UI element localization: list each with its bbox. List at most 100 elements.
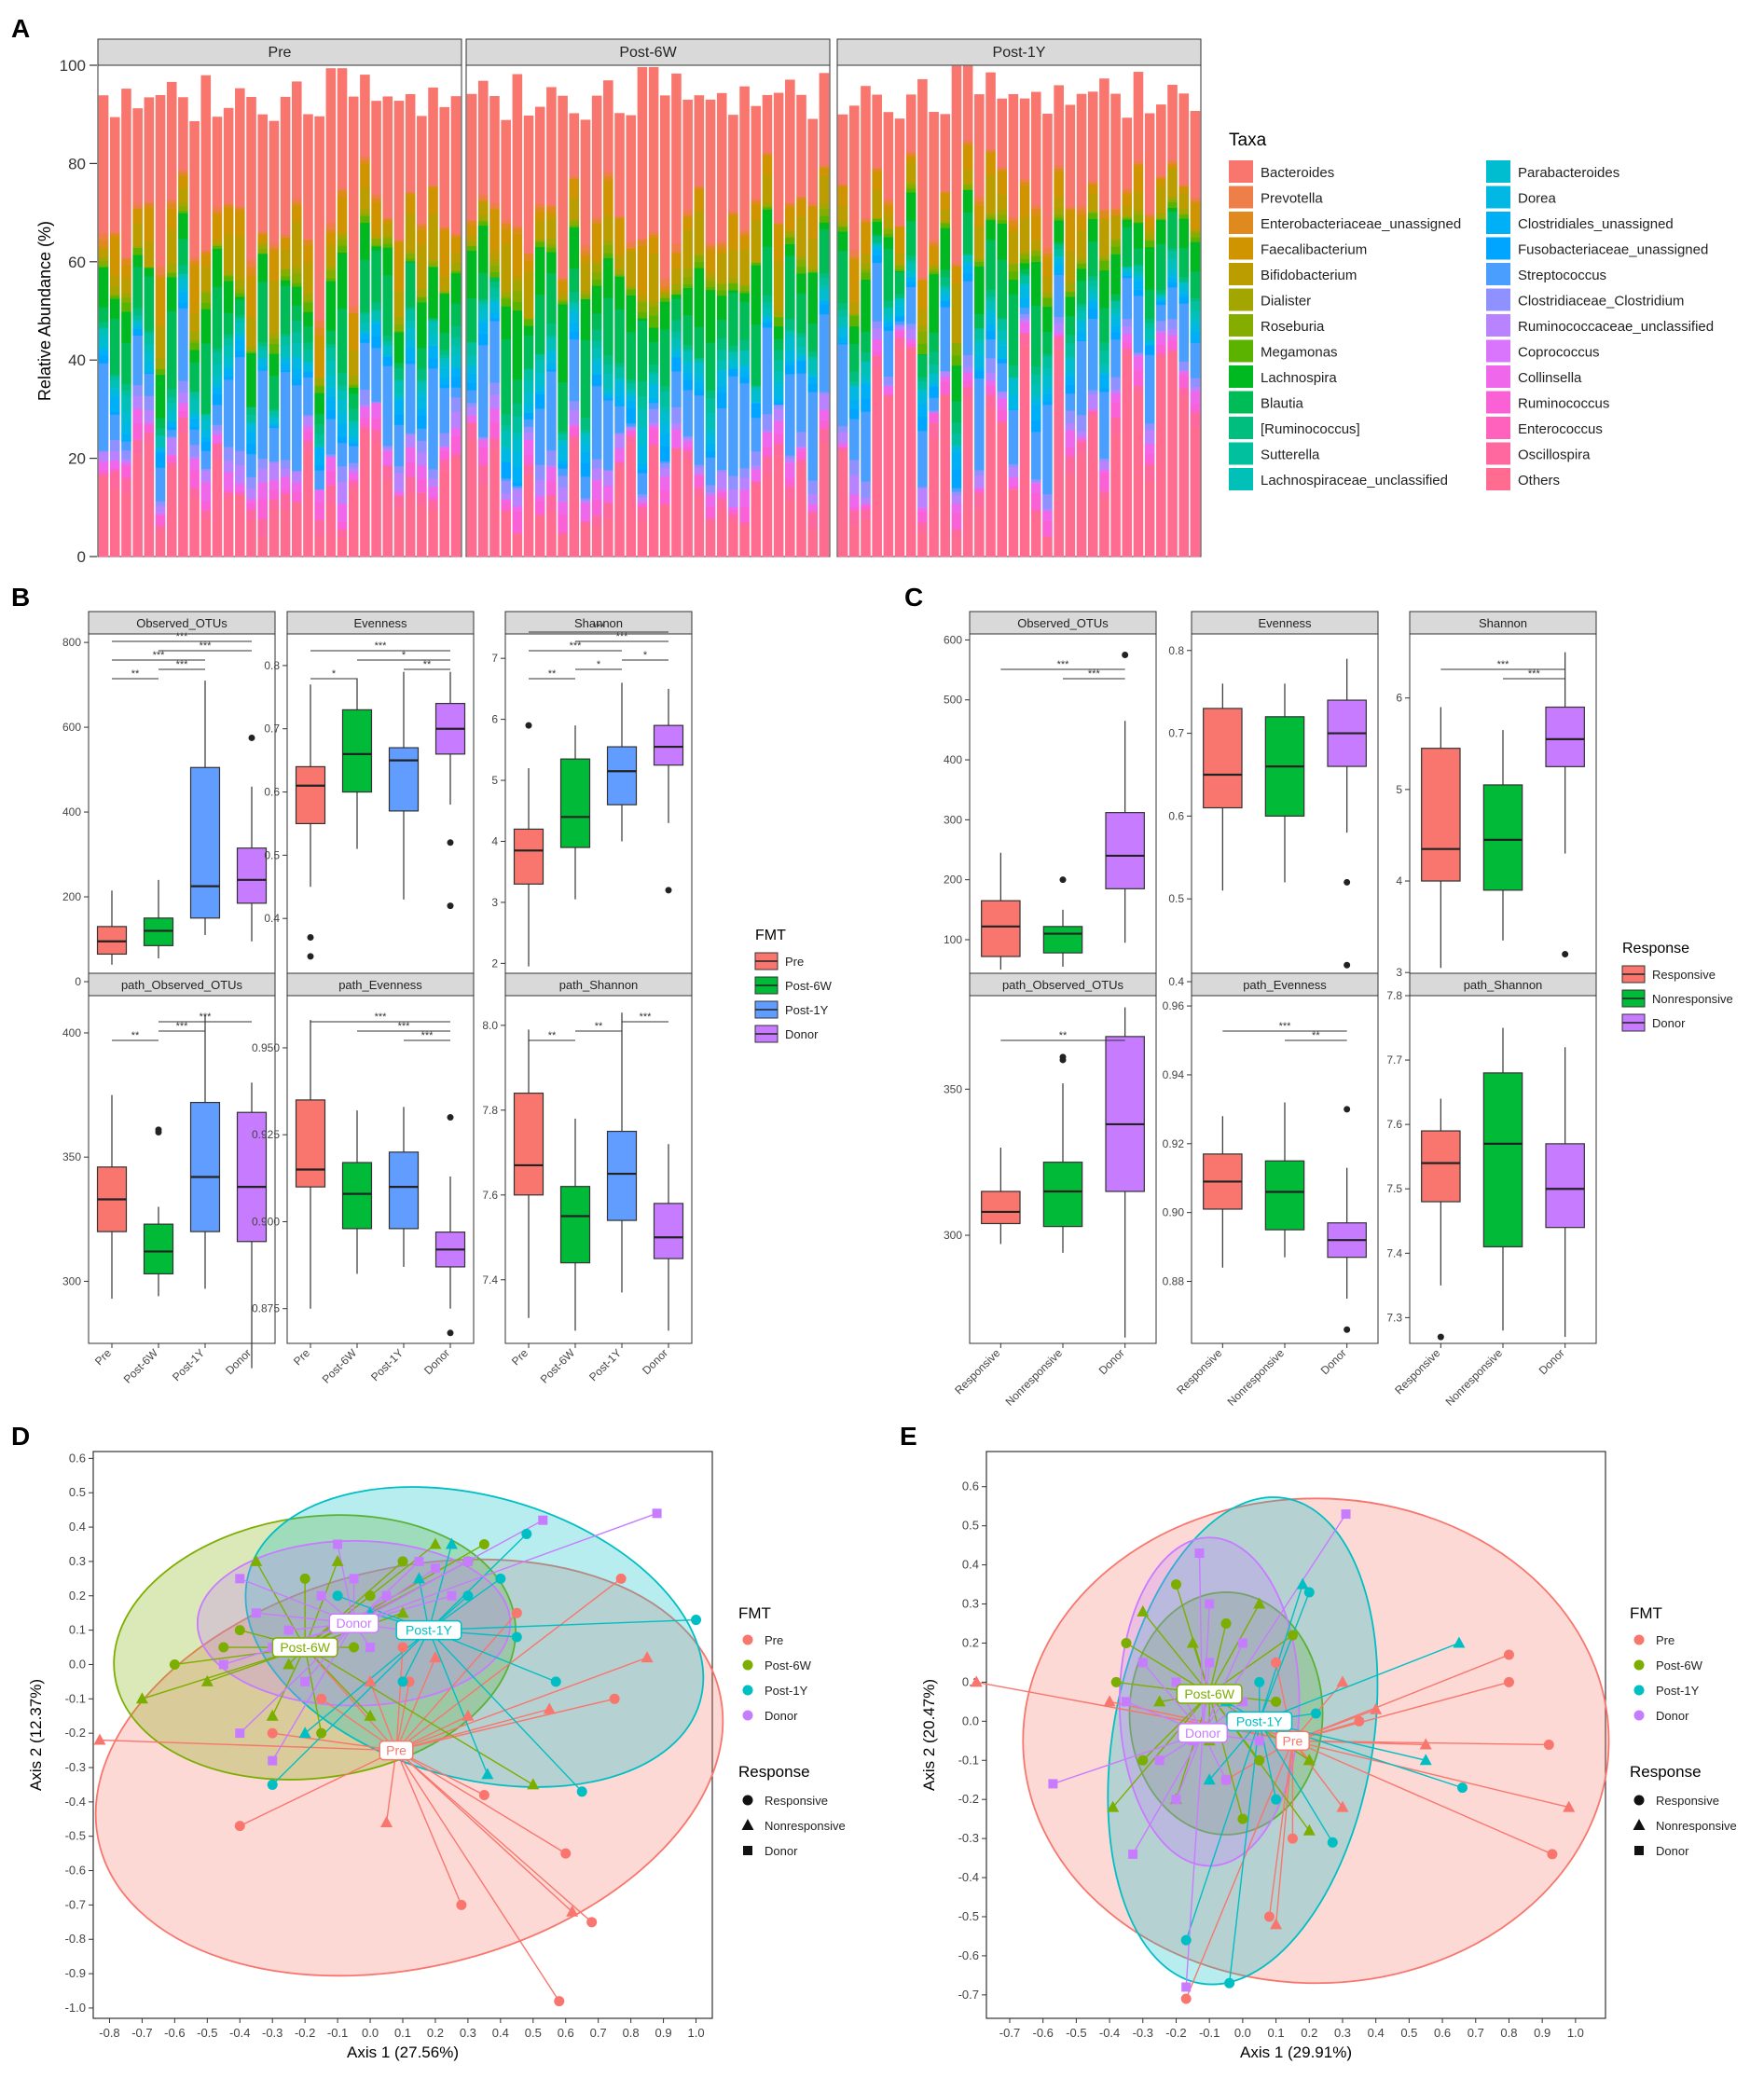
bar-segment (348, 472, 359, 480)
bar-segment (189, 257, 200, 261)
bar-segment (1065, 282, 1076, 292)
bar-segment (785, 318, 795, 331)
bar-segment (1178, 213, 1190, 219)
bar-segment (235, 207, 245, 212)
spider-line (369, 1681, 397, 1751)
bar-segment (682, 345, 693, 351)
bar (257, 114, 269, 557)
bar (1065, 104, 1076, 557)
bar-segment (1042, 520, 1053, 537)
bar-segment (1178, 371, 1190, 377)
bar-segment (785, 331, 795, 338)
bar-segment (360, 187, 370, 210)
bar-segment (466, 341, 477, 343)
bar-segment (637, 245, 648, 296)
panel-label-A: A (11, 14, 30, 43)
bar-segment (200, 450, 212, 470)
bar-segment (716, 92, 727, 242)
bar (1087, 91, 1098, 557)
bar (962, 65, 973, 557)
bar-segment (166, 454, 177, 457)
bar-segment (861, 222, 871, 255)
bar-segment (1190, 331, 1201, 342)
bar-segment (762, 201, 773, 207)
y-tick-label: 0.5 (962, 1519, 979, 1533)
bar-segment (1144, 239, 1155, 241)
spider-line (1053, 1732, 1204, 1785)
bar (894, 118, 905, 557)
box-body (1421, 748, 1461, 882)
bar-segment (580, 339, 591, 419)
bar-segment (1030, 399, 1041, 406)
significance-label: ** (131, 1030, 140, 1041)
bar-segment (659, 503, 670, 506)
bar-segment (1190, 201, 1201, 229)
x-tick-label: -0.2 (1165, 2026, 1186, 2040)
bar-segment (466, 297, 477, 342)
box-body (513, 828, 544, 885)
bar-segment (728, 213, 738, 215)
bar-segment (155, 436, 166, 448)
bar-segment (785, 499, 795, 557)
bar-segment (716, 489, 727, 493)
bar-segment (739, 377, 750, 384)
bar-segment (200, 468, 212, 471)
bar-segment (739, 382, 750, 469)
bar-segment (546, 464, 557, 468)
bar-segment (985, 338, 996, 359)
bar-segment (591, 329, 602, 341)
bar-segment (648, 371, 659, 375)
data-point (218, 1659, 228, 1670)
bar-segment (1190, 386, 1201, 392)
bar-segment (501, 291, 511, 296)
significance-label: * (597, 659, 601, 670)
bar-segment (1042, 386, 1053, 394)
box-donor (236, 1082, 268, 1369)
bar-segment (580, 475, 591, 499)
legend-item: Nonresponsive (765, 1819, 846, 1833)
bar-segment (98, 451, 109, 461)
bar-segment (929, 246, 939, 267)
bar-segment (694, 474, 705, 476)
bar-segment (796, 216, 806, 256)
bar-segment (1133, 248, 1144, 265)
bar-segment (951, 401, 962, 423)
bar-segment (314, 502, 324, 520)
y-tick-label: 0.875 (252, 1302, 280, 1315)
data-point (365, 1590, 376, 1602)
bar-segment (962, 188, 973, 190)
bar-segment (360, 330, 370, 333)
spider-line (255, 1561, 306, 1648)
data-point (1310, 1708, 1321, 1719)
bar-segment (626, 378, 637, 384)
bar-segment (894, 225, 905, 227)
bar-segment (1042, 508, 1053, 512)
bar-segment (1122, 354, 1133, 557)
data-point (511, 1631, 522, 1643)
bar-segment (997, 259, 1008, 319)
bar-segment (144, 422, 155, 425)
bar-segment (439, 357, 450, 362)
bar-segment (235, 356, 245, 451)
spider-line (304, 1646, 534, 1786)
bar-segment (291, 482, 302, 492)
bar (489, 96, 500, 557)
bar-segment (872, 94, 882, 169)
box-body (981, 900, 1021, 957)
bar-segment (178, 302, 188, 309)
bar-segment (1042, 510, 1053, 521)
bar-segment (883, 228, 894, 234)
bar-segment (269, 421, 280, 425)
bar-segment (477, 221, 489, 227)
bar-segment (796, 355, 806, 361)
bar (1076, 93, 1087, 557)
bar-segment (705, 243, 716, 247)
bar-segment (985, 152, 996, 176)
bar-segment (280, 96, 291, 235)
spider-line (1292, 1740, 1553, 1855)
bar-segment (1008, 216, 1019, 221)
bar-segment (269, 509, 280, 557)
bar (940, 114, 951, 557)
bar-segment (1156, 352, 1166, 359)
bar-segment (894, 328, 905, 332)
